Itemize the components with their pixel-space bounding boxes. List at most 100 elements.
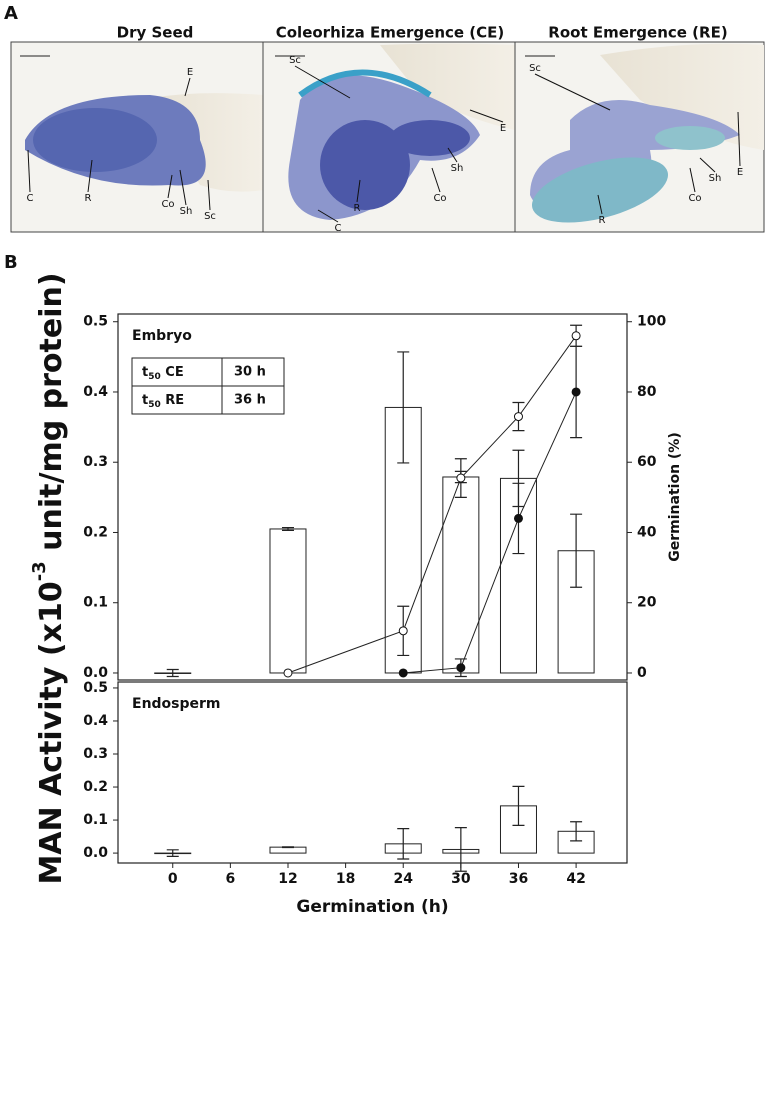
label-leader <box>597 194 603 215</box>
y2-tick-label: 80 <box>637 384 657 400</box>
y-tick-label: 0.5 <box>83 680 108 696</box>
structure-label: E <box>500 123 506 134</box>
label-leader <box>469 109 504 123</box>
germination-point <box>571 331 581 341</box>
error-bar <box>570 513 583 588</box>
x-tick-label: 0 <box>168 871 178 887</box>
inset-cell: 30 h <box>234 365 266 380</box>
inset-event: CE <box>161 365 184 380</box>
error-bar <box>166 849 179 857</box>
structure-label: R <box>599 215 606 226</box>
label-leader <box>87 159 93 193</box>
image-title: Coleorhiza Emergence (CE) <box>276 24 505 42</box>
label-leader <box>737 111 741 167</box>
micrograph <box>10 41 264 233</box>
structure-label: Co <box>433 193 446 204</box>
label-leader <box>317 209 339 223</box>
x-tick-label: 24 <box>393 871 413 887</box>
label-leader <box>294 65 351 99</box>
y-tick-label: 0.2 <box>83 779 108 795</box>
label-leader <box>207 179 211 211</box>
inset-event: RE <box>161 393 184 408</box>
inset-cell: t50 RE <box>142 393 184 410</box>
y-tick-label: 0.3 <box>83 454 108 470</box>
label-leader <box>689 167 696 193</box>
label-leader <box>179 169 187 206</box>
error-bar <box>281 526 294 531</box>
structure-label: Co <box>161 199 174 210</box>
y-tick-label: 0.2 <box>83 524 108 540</box>
y-tick-label: 0.1 <box>83 595 108 611</box>
label-leader <box>534 73 611 111</box>
bar <box>442 476 480 674</box>
structure-label: Sc <box>529 63 541 74</box>
y-tick-label: 0.0 <box>83 665 108 681</box>
y-tick-label: 0.4 <box>83 713 108 729</box>
structure-label: Sh <box>709 173 722 184</box>
y-tick-label: 0.4 <box>83 384 108 400</box>
bar <box>269 528 307 674</box>
x-tick-label: 6 <box>225 871 235 887</box>
y2-tick-label: 100 <box>637 314 666 330</box>
label-leader <box>447 147 458 163</box>
germination-point <box>571 387 581 397</box>
inset-subscript: 50 <box>148 400 161 410</box>
germination-point <box>513 412 523 422</box>
structure-label: Sh <box>180 206 193 217</box>
y-axis-label-part: MAN Activity (x10 <box>34 581 69 884</box>
y2-tick-label: 0 <box>637 665 647 681</box>
label-leader <box>27 149 31 193</box>
x-tick-label: 36 <box>509 871 528 887</box>
error-bar <box>454 827 467 872</box>
germination-point <box>456 663 466 673</box>
structure-label: R <box>354 203 361 214</box>
panel-letter: A <box>4 3 18 24</box>
y-tick-label: 0.5 <box>83 314 108 330</box>
label-leader <box>699 157 716 173</box>
error-bar <box>397 351 410 464</box>
structure-label: C <box>335 223 342 234</box>
plot-frame <box>117 313 628 681</box>
inset-symbol: t <box>142 365 148 380</box>
label-leader <box>356 179 361 203</box>
x-tick-label: 18 <box>336 871 355 887</box>
germination-point <box>456 473 466 483</box>
error-bar <box>281 846 294 849</box>
x-tick-label: 42 <box>566 871 585 887</box>
panel-letter: B <box>4 252 18 273</box>
panel-title: Endosperm <box>132 696 221 712</box>
inset-cell: t50 CE <box>142 365 184 382</box>
y-tick-label: 0.3 <box>83 746 108 762</box>
structure-label: C <box>27 193 34 204</box>
structure-label: Sc <box>204 211 216 222</box>
micrograph <box>514 41 765 233</box>
y-axis-label-part: unit/mg protein) <box>34 272 69 561</box>
bar <box>499 805 537 854</box>
error-bar <box>166 668 179 678</box>
y-axis-label-part: -3 <box>29 561 50 581</box>
x-axis-label: Germination (h) <box>296 897 448 917</box>
germination-point <box>513 513 523 523</box>
inset-symbol: t <box>142 393 148 408</box>
micrograph <box>262 41 516 233</box>
x-tick-label: 12 <box>278 871 297 887</box>
germination-point <box>398 668 408 678</box>
y-tick-label: 0.1 <box>83 812 108 828</box>
image-title: Dry Seed <box>117 24 194 42</box>
y2-tick-label: 60 <box>637 454 657 470</box>
inset-cell: 36 h <box>234 393 266 408</box>
y2-tick-label: 20 <box>637 595 657 611</box>
inset-subscript: 50 <box>148 372 161 382</box>
x-tick-label: 30 <box>451 871 471 887</box>
structure-label: Sh <box>451 163 464 174</box>
plot-frame <box>117 681 628 864</box>
structure-label: E <box>737 167 743 178</box>
structure-label: Sc <box>289 55 301 66</box>
y2-tick-label: 40 <box>637 524 657 540</box>
error-bar <box>570 821 583 842</box>
germination-line <box>403 391 577 674</box>
error-bar <box>512 785 525 826</box>
structure-label: R <box>85 193 92 204</box>
structure-label: Co <box>688 193 701 204</box>
